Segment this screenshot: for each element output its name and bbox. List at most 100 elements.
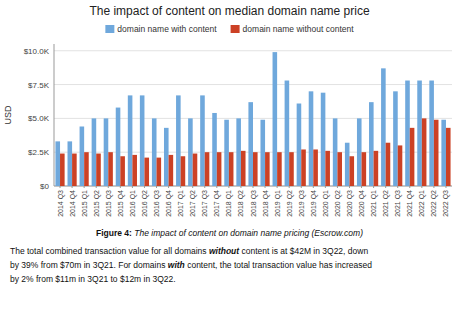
- x-tick: [397, 186, 398, 188]
- bar: [393, 91, 398, 186]
- x-tick-label: 2017 Q4: [213, 190, 221, 217]
- x-tick-label: 2017 Q3: [201, 190, 209, 217]
- x-tick-label: 2019 Q4: [310, 190, 318, 217]
- bar: [405, 81, 410, 186]
- x-tick: [301, 186, 302, 188]
- bar: [212, 113, 217, 186]
- bar: [60, 154, 65, 186]
- bar: [362, 152, 367, 186]
- bar: [357, 118, 362, 186]
- bar: [241, 151, 246, 186]
- bar: [72, 154, 77, 186]
- x-tick: [325, 186, 326, 188]
- x-tick: [313, 186, 314, 188]
- x-tick-label: 2018 Q2: [237, 190, 245, 217]
- x-tick: [421, 186, 422, 188]
- x-tick-label: 2020 Q2: [334, 190, 342, 217]
- x-tick: [180, 186, 181, 188]
- legend-label: domain name without content: [243, 24, 355, 34]
- grid-line: [54, 84, 452, 85]
- body-text-part: The total combined transaction value for…: [10, 246, 207, 256]
- bar: [349, 156, 354, 186]
- x-tick-label: 2017 Q1: [177, 190, 185, 217]
- x-tick: [253, 186, 254, 188]
- bar: [120, 156, 125, 186]
- x-tick: [409, 186, 410, 188]
- bar: [321, 93, 326, 186]
- x-tick-label: 2016 Q2: [141, 190, 149, 217]
- bar: [224, 120, 229, 186]
- legend-swatch: [105, 25, 114, 33]
- y-axis-label: USD: [3, 105, 13, 125]
- x-tick: [289, 186, 290, 188]
- body-text: by 2% from $11m in 3Q21 to $12m in 3Q22.: [10, 274, 176, 284]
- bar: [422, 118, 427, 186]
- y-tick-label: $2.5K: [28, 148, 50, 157]
- x-tick-label: 2021 Q1: [370, 190, 378, 217]
- bar: [253, 152, 258, 186]
- x-tick-label: 2021 Q4: [406, 190, 414, 217]
- x-tick-label: 2015 Q1: [81, 190, 89, 217]
- bar: [217, 152, 222, 186]
- x-tick: [132, 186, 133, 188]
- bar: [181, 156, 186, 186]
- body-text-part: content, the total transaction value has…: [185, 260, 372, 270]
- body-text-part: with: [165, 260, 184, 270]
- bar: [285, 81, 290, 186]
- body-text-part: content is at $42M in 3Q22, down: [239, 246, 368, 256]
- bar: [188, 118, 193, 186]
- caption-part: Figure 4:: [96, 228, 132, 238]
- bar: [441, 120, 446, 186]
- bar: [84, 152, 89, 186]
- title: The impact of content on median domain n…: [89, 4, 369, 18]
- x-tick: [144, 186, 145, 188]
- bar: [152, 118, 157, 186]
- x-tick: [445, 186, 446, 188]
- caption: Figure 4: The impact of content on domai…: [96, 228, 363, 238]
- x-tick-label: 2015 Q2: [93, 190, 101, 217]
- bar: [429, 81, 434, 186]
- x-tick-label: 2019 Q3: [298, 190, 306, 217]
- y-tick-label: $10.0K: [24, 47, 50, 56]
- y-tick-label: $5.0K: [28, 114, 50, 123]
- caption-part: The impact of content on domain name pri…: [132, 228, 363, 238]
- bar: [140, 95, 145, 186]
- bar: [289, 152, 294, 186]
- y-tick-label: $0: [40, 182, 49, 191]
- x-tick: [84, 186, 85, 188]
- body-text: by 39% from $70m in 3Q21. For domains wi…: [10, 260, 372, 270]
- bar: [333, 118, 338, 186]
- body-text-part: by 39% from $70m in 3Q21. For domains: [10, 260, 165, 270]
- body-text-part: without: [207, 246, 241, 256]
- x-tick: [385, 186, 386, 188]
- bar: [176, 95, 181, 186]
- x-tick-label: 2020 Q3: [346, 190, 354, 217]
- bar: [193, 154, 198, 186]
- x-tick-label: 2020 Q4: [358, 190, 366, 217]
- bar: [386, 143, 391, 186]
- bar: [200, 95, 205, 186]
- body-text: The total combined transaction value for…: [10, 246, 368, 256]
- legend-swatch: [231, 25, 240, 33]
- x-tick-label: 2015 Q4: [117, 190, 125, 217]
- x-tick: [240, 186, 241, 188]
- bar: [297, 104, 302, 186]
- x-tick-label: 2022 Q3: [442, 190, 450, 217]
- body-text-part: by 2% from $11m in 3Q21 to $12m in 3Q22.: [10, 274, 176, 284]
- x-tick-label: 2020 Q1: [322, 190, 330, 217]
- x-tick-label: 2022 Q1: [418, 190, 426, 217]
- x-tick-label: 2019 Q2: [286, 190, 294, 217]
- y-axis-line: [54, 44, 55, 186]
- x-tick-label: 2014 Q3: [57, 190, 65, 217]
- bar: [55, 141, 60, 186]
- chart: The impact of content on median domain n…: [0, 0, 459, 310]
- bar: [410, 128, 415, 186]
- bar: [260, 120, 265, 186]
- grid-line: [54, 50, 452, 51]
- x-tick: [156, 186, 157, 188]
- bar: [68, 141, 73, 186]
- x-tick: [192, 186, 193, 188]
- x-tick-label: 2019 Q1: [274, 190, 282, 217]
- x-tick: [228, 186, 229, 188]
- x-tick: [204, 186, 205, 188]
